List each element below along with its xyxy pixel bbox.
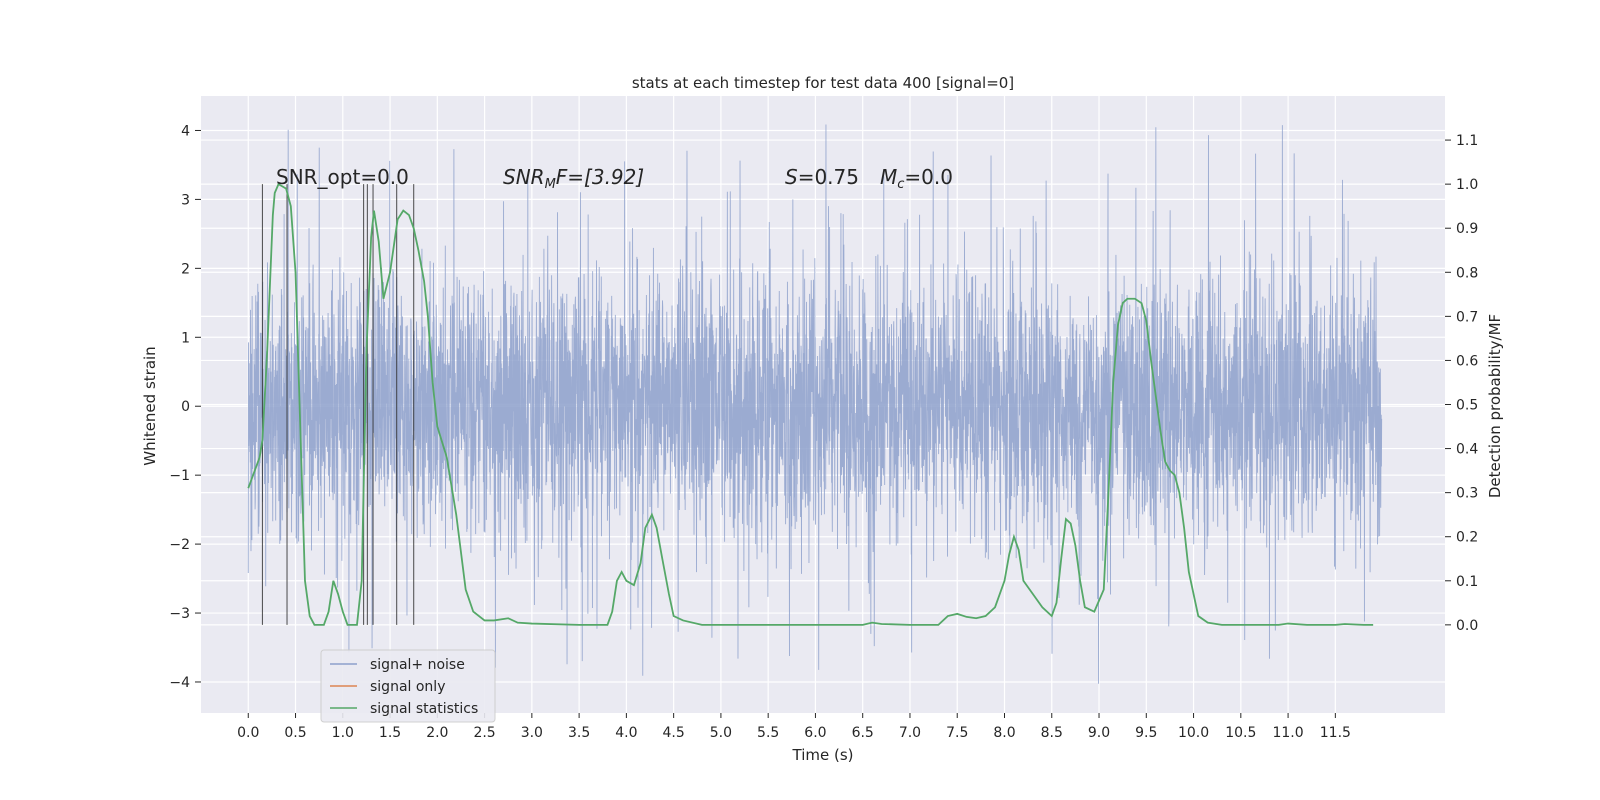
x-tick-label: 0.0 <box>237 725 259 741</box>
left-y-tick-label: 1 <box>181 330 190 346</box>
right-y-tick-label: 0.0 <box>1456 618 1478 634</box>
right-y-tick-label: 0.7 <box>1456 309 1478 325</box>
marker-lines <box>261 184 415 625</box>
x-tick-label: 2.5 <box>473 725 495 741</box>
legend-label-signal-only: signal only <box>370 679 445 695</box>
left-y-tick-label: −2 <box>169 537 190 553</box>
signal-statistics-line <box>247 182 1374 626</box>
x-tick-label: 7.0 <box>899 725 921 741</box>
left-y-tick-label: 4 <box>181 123 190 139</box>
x-tick-label: 3.0 <box>521 725 543 741</box>
legend-box <box>320 649 496 723</box>
left-y-tick-label: 3 <box>181 192 190 208</box>
s-annotation: S=0.75 <box>785 165 859 189</box>
signal-noise-trace <box>247 124 1383 684</box>
x-axis-label: Time (s) <box>792 746 854 764</box>
right-y-tick-label: 0.1 <box>1456 574 1478 590</box>
x-tick-label: 3.5 <box>568 725 590 741</box>
x-tick-label: 5.0 <box>710 725 732 741</box>
x-tick-label: 10.5 <box>1225 725 1256 741</box>
x-tick-label: 4.5 <box>663 725 685 741</box>
right-y-tick-label: 0.6 <box>1456 353 1478 369</box>
left-y-axis-ticks: 4 3 2 1 0 −1 −2 −3 −4 <box>169 123 201 691</box>
x-tick-label: 8.0 <box>993 725 1015 741</box>
right-y-tick-label: 1.1 <box>1456 133 1478 149</box>
right-y-tick-label: 0.3 <box>1456 486 1478 502</box>
x-tick-label: 9.5 <box>1135 725 1157 741</box>
x-tick-label: 1.0 <box>332 725 354 741</box>
left-y-tick-label: 2 <box>181 261 190 277</box>
right-y-tick-label: 1.0 <box>1456 177 1478 193</box>
signal-statistics-series <box>247 182 1374 626</box>
x-tick-label: 6.5 <box>852 725 874 741</box>
snr-opt-annotation: SNR_opt=0.0 <box>276 165 409 189</box>
left-y-tick-label: −1 <box>169 468 190 484</box>
left-y-tick-label: 0 <box>181 399 190 415</box>
legend: signal+ noise signal only signal statist… <box>320 649 496 723</box>
x-tick-label: 0.5 <box>284 725 306 741</box>
left-y-axis-label: Whitened strain <box>141 346 159 465</box>
x-tick-label: 4.0 <box>615 725 637 741</box>
snr-mf-annotation: SNRMF=[3.92] <box>503 165 644 192</box>
x-tick-label: 1.5 <box>379 725 401 741</box>
right-y-tick-label: 0.2 <box>1456 530 1478 546</box>
x-tick-label: 7.5 <box>946 725 968 741</box>
x-tick-label: 9.0 <box>1088 725 1110 741</box>
x-tick-label: 11.0 <box>1272 725 1303 741</box>
signal-noise-series <box>247 124 1383 684</box>
right-y-tick-label: 0.8 <box>1456 265 1478 281</box>
left-y-tick-label: −3 <box>169 606 190 622</box>
legend-label-signal-noise: signal+ noise <box>370 657 465 673</box>
x-tick-label: 11.5 <box>1320 725 1351 741</box>
x-tick-label: 8.5 <box>1041 725 1063 741</box>
x-tick-label: 10.0 <box>1178 725 1209 741</box>
legend-label-signal-statistics: signal statistics <box>370 701 478 717</box>
right-y-tick-label: 0.5 <box>1456 398 1478 414</box>
mc-annotation: Mc=0.0 <box>880 165 953 192</box>
x-axis-ticks: 0.0 0.5 1.0 1.5 2.0 2.5 3.0 3.5 4.0 4.5 5.0 5.5 6.0 6… <box>237 713 1351 741</box>
x-tick-label: 5.5 <box>757 725 779 741</box>
right-y-axis-ticks: 1.1 1.0 0.9 0.8 0.7 0.6 0.5 0.4 0.3 0.2 0.1 0.0 <box>1445 133 1478 634</box>
chart-title: stats at each timestep for test data 400… <box>632 74 1014 92</box>
right-y-tick-label: 0.9 <box>1456 221 1478 237</box>
x-tick-label: 6.0 <box>804 725 826 741</box>
right-y-tick-label: 0.4 <box>1456 442 1478 458</box>
left-y-tick-label: −4 <box>169 675 190 691</box>
annotations: SNR_opt=0.0 SNRMF=[3.92] S=0.75 Mc=0.0 <box>276 165 953 192</box>
x-tick-label: 2.0 <box>426 725 448 741</box>
right-y-axis-label: Detection probability/MF <box>1486 314 1504 498</box>
